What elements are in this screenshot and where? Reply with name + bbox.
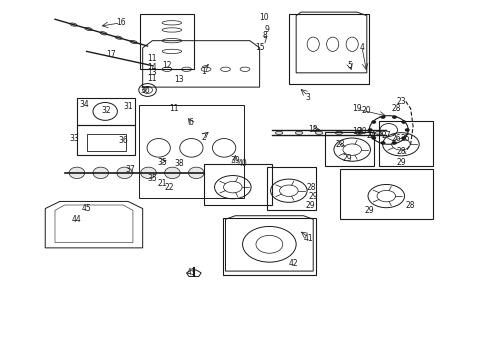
Circle shape (392, 141, 397, 145)
Circle shape (401, 136, 406, 140)
Ellipse shape (100, 32, 107, 35)
Text: 29: 29 (308, 192, 318, 201)
Text: 29: 29 (365, 206, 374, 215)
Circle shape (165, 167, 180, 179)
Text: 38: 38 (174, 159, 184, 168)
Circle shape (141, 167, 156, 179)
Text: 29: 29 (396, 158, 406, 167)
Text: 24: 24 (367, 131, 376, 140)
Text: 5: 5 (347, 61, 352, 70)
Circle shape (392, 115, 397, 119)
Text: 17: 17 (106, 50, 116, 59)
Text: 33: 33 (70, 134, 79, 143)
Text: 11: 11 (147, 74, 157, 83)
Text: 20: 20 (357, 127, 367, 136)
Text: 28: 28 (406, 201, 416, 210)
Circle shape (368, 128, 373, 132)
Text: 25: 25 (401, 134, 411, 143)
Text: 35: 35 (147, 174, 157, 183)
Text: 19: 19 (352, 104, 362, 113)
Text: 15: 15 (255, 43, 265, 52)
Text: 7: 7 (262, 36, 267, 45)
Text: 13: 13 (147, 68, 157, 77)
Text: 12: 12 (162, 61, 172, 70)
Ellipse shape (355, 131, 363, 134)
Text: 23: 23 (396, 97, 406, 106)
Ellipse shape (316, 131, 323, 134)
Text: 13: 13 (174, 76, 184, 85)
Ellipse shape (275, 131, 283, 134)
Text: 28: 28 (392, 104, 401, 113)
Text: 11: 11 (147, 54, 157, 63)
Text: 14: 14 (147, 63, 157, 72)
Text: 20: 20 (362, 106, 371, 115)
Text: 40: 40 (238, 159, 247, 168)
Circle shape (401, 120, 406, 124)
Text: 39: 39 (230, 156, 240, 165)
Text: 28: 28 (335, 140, 345, 149)
Circle shape (117, 167, 132, 179)
Text: 16: 16 (116, 18, 125, 27)
Text: 42: 42 (289, 260, 298, 269)
Ellipse shape (115, 36, 122, 39)
Ellipse shape (70, 23, 77, 26)
Text: 22: 22 (165, 183, 174, 192)
Text: 1: 1 (201, 67, 206, 76)
Circle shape (405, 128, 410, 132)
Text: 44: 44 (72, 215, 82, 224)
Ellipse shape (130, 40, 137, 44)
Circle shape (69, 167, 85, 179)
Text: 30: 30 (140, 86, 150, 95)
Text: 37: 37 (125, 165, 135, 174)
Text: 2: 2 (201, 132, 206, 141)
Text: 29: 29 (343, 154, 352, 163)
Ellipse shape (375, 131, 383, 134)
Text: 28: 28 (306, 183, 316, 192)
Text: 19: 19 (352, 127, 362, 136)
Text: 36: 36 (118, 136, 128, 145)
Circle shape (93, 167, 109, 179)
Text: 31: 31 (123, 102, 133, 111)
Text: 45: 45 (82, 204, 92, 213)
Text: 27: 27 (382, 131, 391, 140)
Ellipse shape (85, 27, 92, 31)
Circle shape (381, 141, 386, 145)
Text: 4: 4 (360, 43, 365, 52)
Ellipse shape (295, 131, 303, 134)
Text: 6: 6 (189, 118, 194, 127)
Text: 10: 10 (260, 13, 270, 22)
Text: 41: 41 (303, 234, 313, 243)
Circle shape (371, 136, 376, 140)
Text: 32: 32 (101, 106, 111, 115)
Text: 8: 8 (262, 31, 267, 40)
Ellipse shape (335, 131, 343, 134)
Text: 35: 35 (157, 158, 167, 167)
Text: 11: 11 (170, 104, 179, 113)
Text: 21: 21 (157, 179, 167, 188)
Text: 28: 28 (396, 147, 406, 156)
Text: 26: 26 (391, 134, 401, 143)
Circle shape (371, 120, 376, 124)
Text: 43: 43 (187, 268, 196, 277)
Text: 9: 9 (265, 26, 270, 35)
Text: 3: 3 (306, 93, 311, 102)
Text: 18: 18 (309, 126, 318, 135)
Circle shape (381, 115, 386, 119)
Text: 34: 34 (79, 100, 89, 109)
Circle shape (189, 167, 204, 179)
Text: 29: 29 (306, 201, 316, 210)
